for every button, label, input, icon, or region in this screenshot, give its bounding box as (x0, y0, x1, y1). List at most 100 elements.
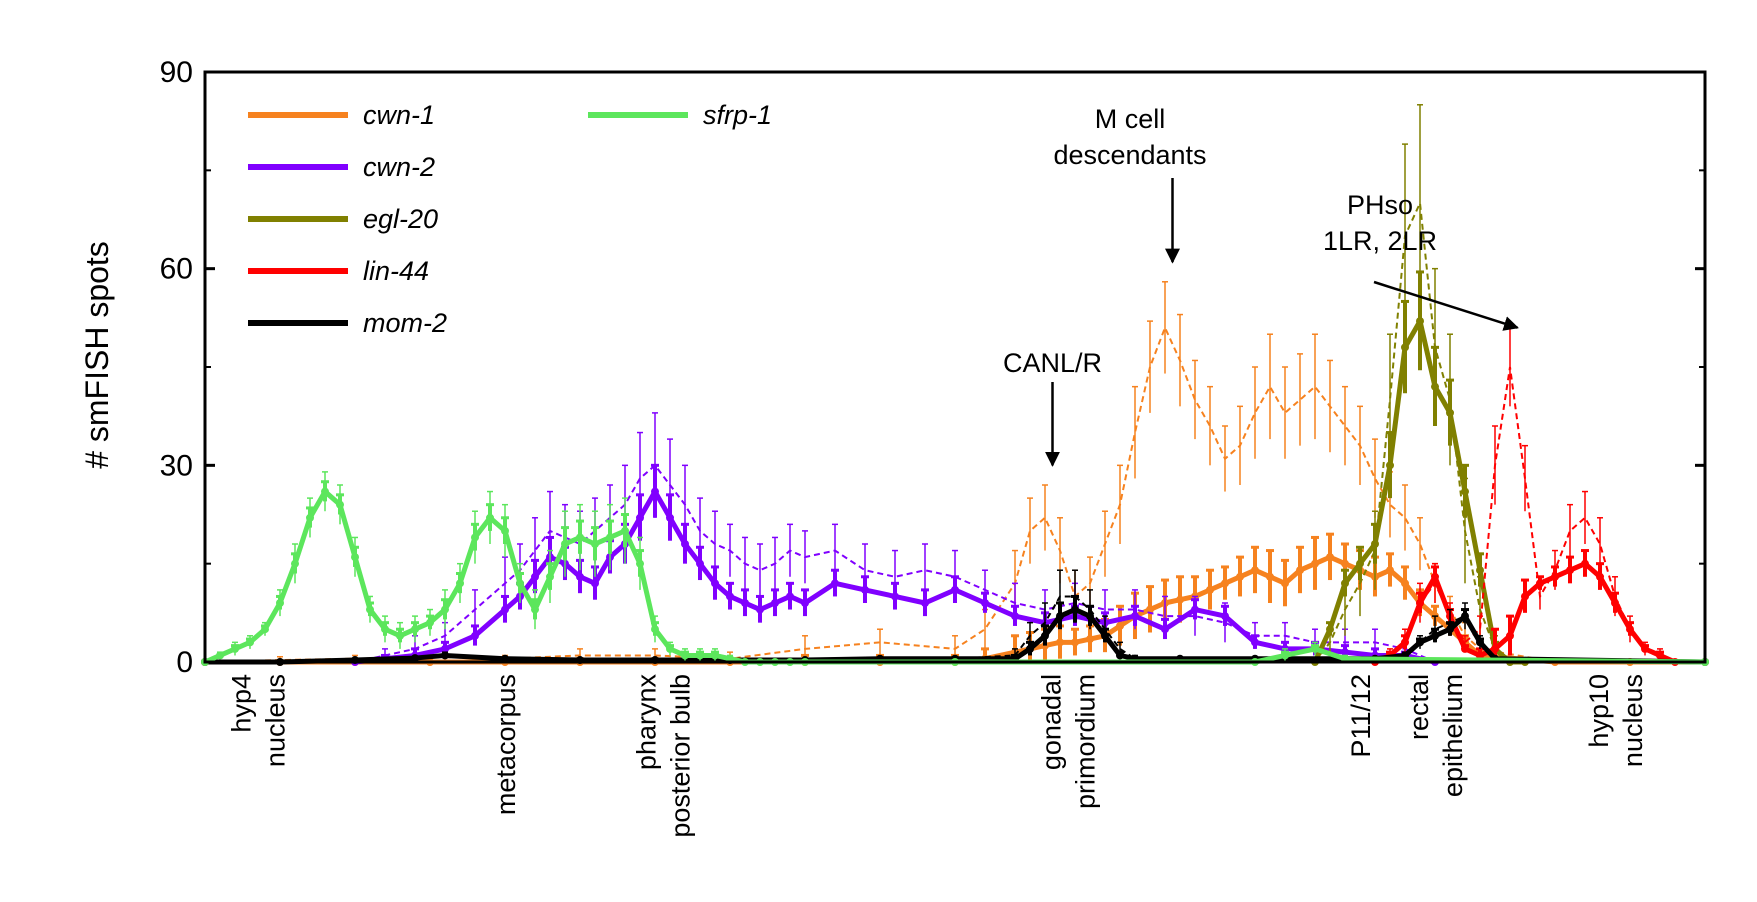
legend-label: lin-44 (363, 256, 429, 286)
data-point (1401, 579, 1409, 588)
data-point (1431, 572, 1439, 581)
data-point (756, 605, 764, 614)
data-point (1071, 638, 1079, 647)
x-category-label: nucleus (1618, 674, 1648, 767)
data-point (666, 644, 674, 653)
data-point (1431, 631, 1439, 640)
data-point (1161, 625, 1169, 634)
data-point (1281, 579, 1289, 588)
data-point (696, 559, 704, 568)
data-point (771, 599, 779, 607)
data-point (1476, 566, 1484, 575)
x-category-label: hyp4 (227, 674, 257, 733)
data-point (1206, 585, 1214, 594)
data-point (321, 487, 329, 496)
data-point (666, 513, 674, 522)
y-axis-label: # smFISH spots (79, 241, 115, 469)
data-point (681, 540, 689, 548)
x-category-label: epithelium (1438, 674, 1468, 797)
x-category: gonadal primordium (1037, 674, 1101, 809)
data-point (1491, 644, 1499, 653)
series-layer (201, 104, 1709, 666)
data-point (1176, 595, 1184, 604)
data-point (1341, 579, 1349, 588)
legend-label: cwn-2 (363, 152, 435, 182)
data-point (1416, 599, 1424, 607)
axes: 0 30 60 90 (160, 56, 1707, 679)
data-point (1251, 566, 1259, 575)
legend-item-sfrp-1: sfrp-1 (588, 100, 772, 130)
legend-item-egl-20: egl-20 (248, 204, 438, 234)
data-point (741, 599, 749, 607)
annotation: M cell descendants (1053, 104, 1207, 264)
annotation-label: M cell (1095, 104, 1166, 134)
data-point (351, 553, 359, 562)
legend-item-lin-44: lin-44 (248, 256, 429, 286)
data-point (486, 513, 494, 522)
data-point (561, 540, 569, 548)
x-category: hyp10 nucleus (1584, 674, 1648, 767)
data-point (786, 592, 794, 601)
x-category-label: primordium (1071, 674, 1101, 809)
legend-label: mom-2 (363, 308, 447, 338)
x-category-label: rectal (1404, 674, 1434, 740)
data-point (1461, 612, 1469, 621)
data-point (1401, 343, 1409, 352)
data-point (216, 651, 224, 660)
series-egl-20-dashed-line (1314, 199, 1525, 663)
data-point (366, 605, 374, 614)
y-tick-label: 90 (160, 56, 193, 89)
data-point (711, 579, 719, 588)
data-point (1101, 631, 1109, 640)
x-category: P11/12 (1346, 674, 1376, 758)
data-point (1296, 566, 1304, 575)
data-point (1521, 592, 1529, 601)
data-point (576, 572, 584, 581)
data-point (501, 605, 509, 614)
data-point (1461, 644, 1469, 653)
series-lin-44 (1371, 326, 1679, 666)
data-point (1311, 559, 1319, 568)
data-point (636, 559, 644, 568)
x-category-label: nucleus (261, 674, 291, 767)
x-category-label: gonadal (1037, 674, 1067, 770)
data-point (426, 618, 434, 627)
series-mom-2 (201, 569, 1709, 666)
data-point (1386, 461, 1394, 470)
data-point (1566, 566, 1574, 575)
data-point (501, 526, 509, 535)
x-category: metacorpus (491, 674, 521, 815)
data-point (1056, 638, 1064, 647)
series-cwn-2 (351, 412, 1439, 666)
data-point (891, 592, 899, 601)
data-point (441, 605, 449, 614)
x-category-label: P11/12 (1346, 674, 1376, 758)
legend-label: sfrp-1 (703, 100, 772, 130)
data-point (591, 579, 599, 588)
data-point (921, 599, 929, 607)
data-point (441, 651, 449, 660)
data-point (1506, 631, 1514, 640)
data-point (1446, 408, 1454, 417)
data-point (411, 625, 419, 634)
annotation-arrow (1373, 280, 1519, 331)
data-point (276, 599, 284, 607)
data-point (636, 513, 644, 522)
legend-item-cwn-2: cwn-2 (248, 152, 435, 182)
series-egl-20 (1311, 104, 1529, 666)
data-point (1191, 605, 1199, 614)
y-tick-label: 0 (176, 646, 193, 679)
data-point (471, 631, 479, 640)
y-tick-label: 60 (160, 253, 193, 286)
x-category-labels: hyp4 nucleus metacorpus pharynx posterior bu… (227, 674, 1649, 838)
data-point (1431, 382, 1439, 391)
annotation-label: PHso (1347, 190, 1413, 220)
data-point (1236, 572, 1244, 581)
data-point (981, 599, 989, 607)
data-point (696, 651, 704, 660)
x-category-label: pharynx (632, 674, 662, 771)
data-point (1341, 559, 1349, 568)
annotation: PHso 1LR, 2LR (1323, 190, 1519, 331)
data-point (1056, 612, 1064, 621)
